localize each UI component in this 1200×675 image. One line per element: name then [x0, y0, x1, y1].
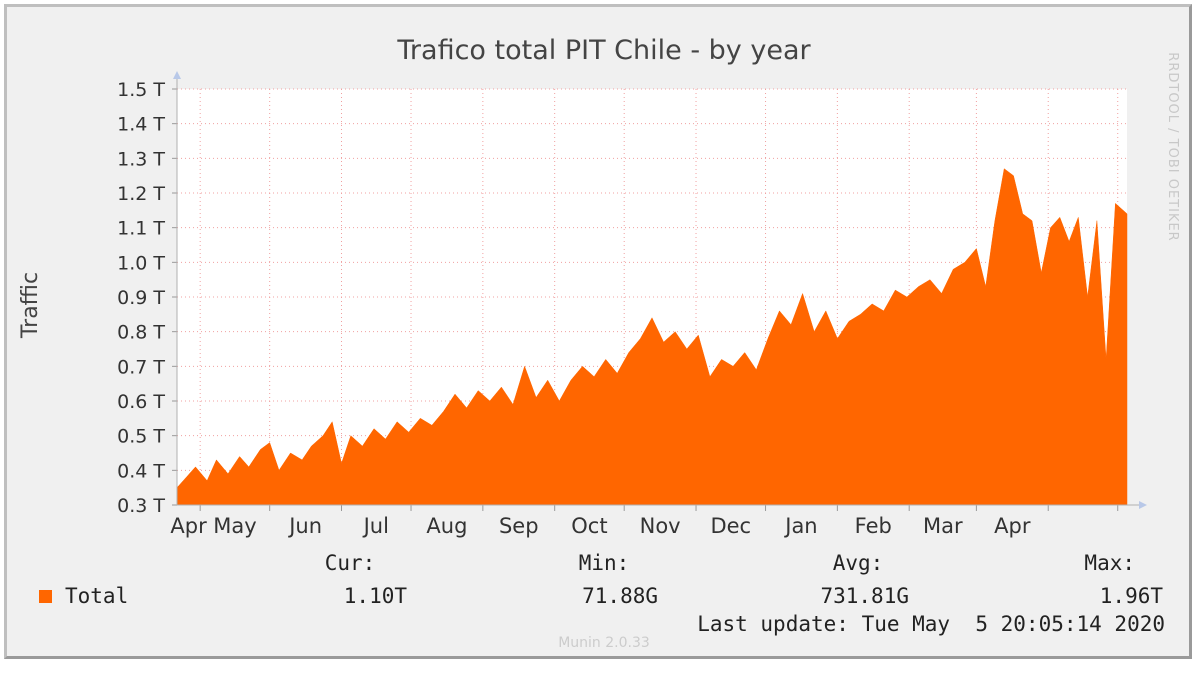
y-tick-labels: 0.3 T 0.4 T 0.5 T 0.6 T 0.7 T 0.8 T 0.9 T 1.0 T… — [117, 79, 165, 517]
x-tick-label: May — [213, 514, 256, 538]
y-tick-label: 0.6 T — [117, 391, 165, 413]
x-tick-label: Apr — [170, 514, 207, 538]
graph-frame: Trafico total PIT Chile - by year Traffi… — [4, 4, 1192, 659]
y-tick-label: 1.1 T — [117, 218, 165, 240]
y-tick-label: 1.2 T — [117, 183, 165, 205]
x-tick-label: Nov — [640, 514, 681, 538]
legend-header-max: Max: — [1084, 551, 1135, 575]
legend-min-value: 71.88G — [582, 584, 658, 608]
x-axis-arrow — [1139, 501, 1147, 509]
x-tick-label: Jan — [783, 514, 817, 538]
y-tick-label: 0.8 T — [117, 322, 165, 344]
y-axis-label: Traffic — [18, 272, 43, 339]
traffic-chart: Trafico total PIT Chile - by year Traffi… — [18, 35, 1180, 651]
legend-header-min: Min: — [579, 551, 630, 575]
y-tick-label: 0.4 T — [117, 460, 165, 482]
legend-series-name: Total — [65, 584, 128, 608]
y-tick-label: 1.5 T — [117, 79, 165, 101]
y-tick-label: 0.9 T — [117, 287, 165, 309]
y-tick-label: 0.7 T — [117, 356, 165, 378]
last-update: Last update: Tue May 5 20:05:14 2020 — [697, 612, 1165, 636]
x-tick-labels: Apr May Jun Jul Aug Sep Oct Nov Dec Jan Feb Mar Apr — [170, 514, 1030, 538]
x-tick-label: Jul — [362, 514, 389, 538]
y-tick-label: 1.4 T — [117, 114, 165, 136]
y-tick-label: 0.3 T — [117, 495, 165, 517]
area-series-total — [176, 168, 1128, 506]
x-tick-label: Sep — [499, 514, 539, 538]
x-tick-label: Jun — [287, 514, 322, 538]
munin-version: Munin 2.0.33 — [558, 635, 650, 651]
x-tick-label: Feb — [855, 514, 892, 538]
x-tick-label: Dec — [710, 514, 751, 538]
x-tick-label: Oct — [571, 514, 607, 538]
chart-title: Trafico total PIT Chile - by year — [396, 35, 811, 66]
x-tick-label: Apr — [994, 514, 1031, 538]
legend: Cur: Min: Avg: Max: Total 1.10T 71.88G 7… — [39, 551, 1165, 636]
y-tick-label: 1.0 T — [117, 252, 165, 274]
series-area — [176, 168, 1128, 506]
legend-header-avg: Avg: — [833, 551, 884, 575]
legend-cur-value: 1.10T — [344, 584, 408, 608]
y-tick-label: 0.5 T — [117, 426, 165, 448]
legend-avg-value: 731.81G — [820, 584, 909, 608]
y-tick-label: 1.3 T — [117, 148, 165, 170]
x-tick-label: Aug — [426, 514, 467, 538]
axes — [173, 71, 1147, 509]
x-tick-label: Mar — [923, 514, 963, 538]
legend-swatch-total — [39, 590, 52, 603]
y-axis-arrow — [173, 71, 181, 79]
rrdtool-watermark: RRDTOOL / TOBI OETIKER — [1165, 52, 1180, 241]
legend-header-cur: Cur: — [325, 551, 376, 575]
legend-max-value: 1.96T — [1100, 584, 1164, 608]
